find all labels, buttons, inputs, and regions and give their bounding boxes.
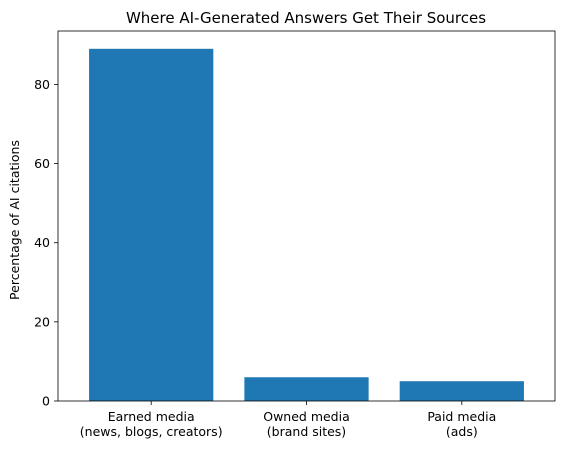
- plot-area: Earned media (news, blogs, creators) Owned…: [34, 30, 556, 439]
- bar-1: [244, 377, 369, 401]
- y-axis-title: Percentage of AI citations: [7, 140, 22, 300]
- bar-2: [399, 381, 524, 401]
- x-tick-label-0: Earned media (news, blogs, creators): [80, 409, 223, 439]
- y-tick-label-4: 80: [34, 77, 50, 92]
- y-tick-label-1: 20: [34, 314, 50, 329]
- x-tick-label-2: Paid media (ads): [427, 409, 496, 439]
- y-tick-label-3: 60: [34, 156, 50, 171]
- bar-0: [89, 48, 214, 402]
- plot-frame: [57, 30, 556, 402]
- y-tick-label-0: 0: [42, 394, 50, 409]
- chart-title: Where AI-Generated Answers Get Their Sou…: [126, 9, 486, 27]
- x-tick-label-1: Owned media (brand sites): [263, 409, 350, 439]
- y-tick-label-2: 40: [34, 235, 50, 250]
